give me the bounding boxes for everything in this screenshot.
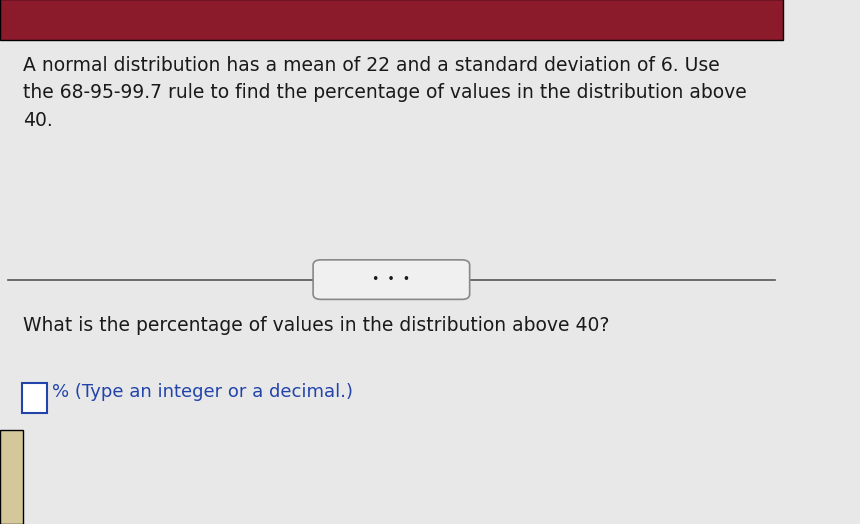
Text: A normal distribution has a mean of 22 and a standard deviation of 6. Use
the 68: A normal distribution has a mean of 22 a… xyxy=(23,56,747,129)
FancyBboxPatch shape xyxy=(0,0,783,40)
FancyBboxPatch shape xyxy=(22,383,47,413)
FancyBboxPatch shape xyxy=(313,260,470,299)
Text: % (Type an integer or a decimal.): % (Type an integer or a decimal.) xyxy=(52,383,353,400)
Text: •  •  •: • • • xyxy=(372,273,410,286)
Text: What is the percentage of values in the distribution above 40?: What is the percentage of values in the … xyxy=(23,316,610,335)
FancyBboxPatch shape xyxy=(0,430,23,524)
